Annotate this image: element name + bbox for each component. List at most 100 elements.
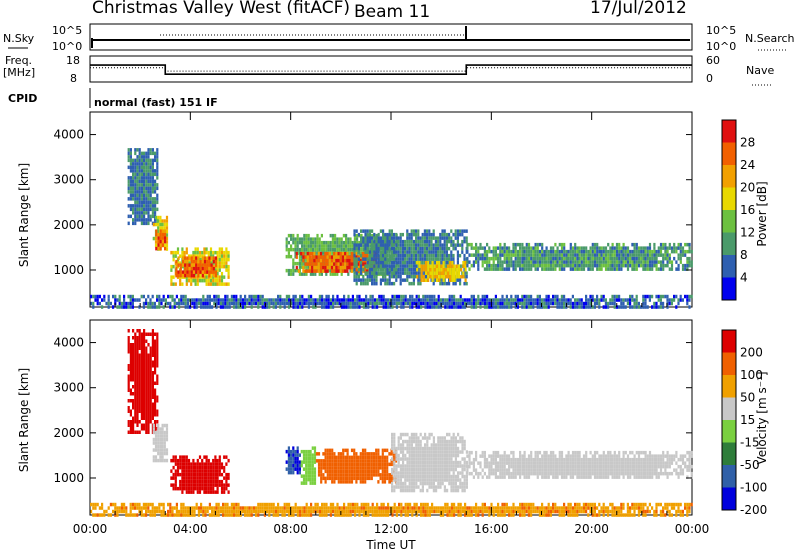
power-cell (140, 207, 143, 212)
power-cell (637, 260, 641, 264)
power-cell (585, 253, 588, 257)
power-cell (292, 240, 295, 245)
power-cell (297, 269, 301, 273)
power-cell (642, 294, 645, 299)
power-cell (195, 270, 198, 274)
vel-cell (187, 469, 191, 473)
vel-cell (292, 470, 295, 475)
power-cell (319, 262, 323, 266)
power-cell (350, 255, 353, 259)
power-cell (534, 267, 537, 271)
vel-cell (395, 450, 398, 454)
power-cell (338, 244, 341, 248)
power-cell (580, 298, 583, 302)
power-cell (375, 233, 378, 238)
power-cell (157, 215, 160, 220)
power-cell (206, 266, 209, 271)
power-cell (455, 301, 458, 306)
power-cell (620, 267, 623, 271)
vel-cell (292, 467, 295, 471)
power-cell (147, 301, 150, 306)
vel-cell (149, 399, 152, 403)
power-cell (190, 259, 193, 264)
power-cell (366, 271, 369, 275)
vel-cell (408, 457, 411, 461)
power-cell (499, 260, 502, 264)
power-cell (143, 158, 146, 163)
power-cell (310, 298, 313, 302)
power-cell (510, 256, 513, 261)
power-cell (404, 267, 407, 272)
power-cell (622, 298, 625, 302)
power-cell (364, 243, 367, 247)
power-cell (373, 278, 376, 282)
power-cell (156, 298, 159, 302)
vel-cell (377, 469, 380, 474)
vel-cell (176, 465, 180, 470)
power-cell (355, 260, 358, 265)
power-cell (366, 229, 369, 233)
vel-cell (357, 466, 360, 470)
vel-cell (190, 462, 193, 466)
power-cell (456, 278, 459, 282)
power-cell (406, 301, 409, 306)
vel-cell (132, 346, 135, 350)
power-cell (250, 294, 253, 299)
power-cell (343, 294, 346, 299)
vel-cell (145, 381, 148, 385)
vel-cell (296, 456, 299, 461)
power-cell (134, 172, 137, 177)
power-cell (538, 305, 541, 309)
vel-cell (326, 455, 329, 460)
power-cell (244, 301, 247, 306)
power-cell (648, 294, 651, 299)
vel-cell (415, 464, 418, 468)
power-cell (391, 294, 394, 299)
vel-cell (161, 423, 164, 428)
power-cell (468, 242, 471, 247)
power-cell (445, 243, 448, 247)
vel-cell (357, 462, 360, 467)
power-cell (371, 246, 374, 251)
power-cell (423, 236, 426, 240)
power-cell (172, 250, 175, 255)
power-cell (677, 246, 680, 250)
vel-cell (381, 480, 384, 484)
power-cell (637, 256, 641, 261)
vel-cell (342, 476, 345, 481)
power-cell (294, 244, 297, 248)
power-cell (503, 298, 506, 302)
power-cell (327, 240, 330, 245)
vel-cell (145, 388, 148, 392)
power-cell (399, 243, 402, 247)
power-cell (637, 263, 641, 268)
power-cell (655, 301, 658, 306)
power-cell (468, 260, 471, 264)
power-cell (375, 246, 378, 251)
power-cell (388, 253, 391, 258)
vel-cell (397, 446, 400, 451)
power-cell (188, 266, 191, 271)
vel-cell (214, 458, 217, 463)
power-cell (448, 239, 451, 244)
power-cell (211, 305, 214, 309)
power-cell (631, 294, 634, 299)
power-cell (421, 257, 424, 261)
power-cell (227, 250, 230, 255)
power-cell (431, 305, 434, 309)
power-cell (390, 274, 393, 279)
vel-cell (151, 378, 154, 382)
vel-cell (302, 456, 306, 461)
power-cell (686, 249, 689, 254)
vel-cell (408, 443, 411, 447)
power-cell (582, 305, 585, 309)
power-cell (362, 236, 365, 240)
power-cell (255, 298, 258, 302)
vel-cell (326, 459, 329, 463)
power-cell (345, 240, 348, 245)
power-cell (514, 294, 517, 299)
power-cell (443, 250, 446, 254)
power-cell (172, 282, 175, 286)
power-cell (431, 294, 434, 299)
power-cell (357, 250, 360, 254)
